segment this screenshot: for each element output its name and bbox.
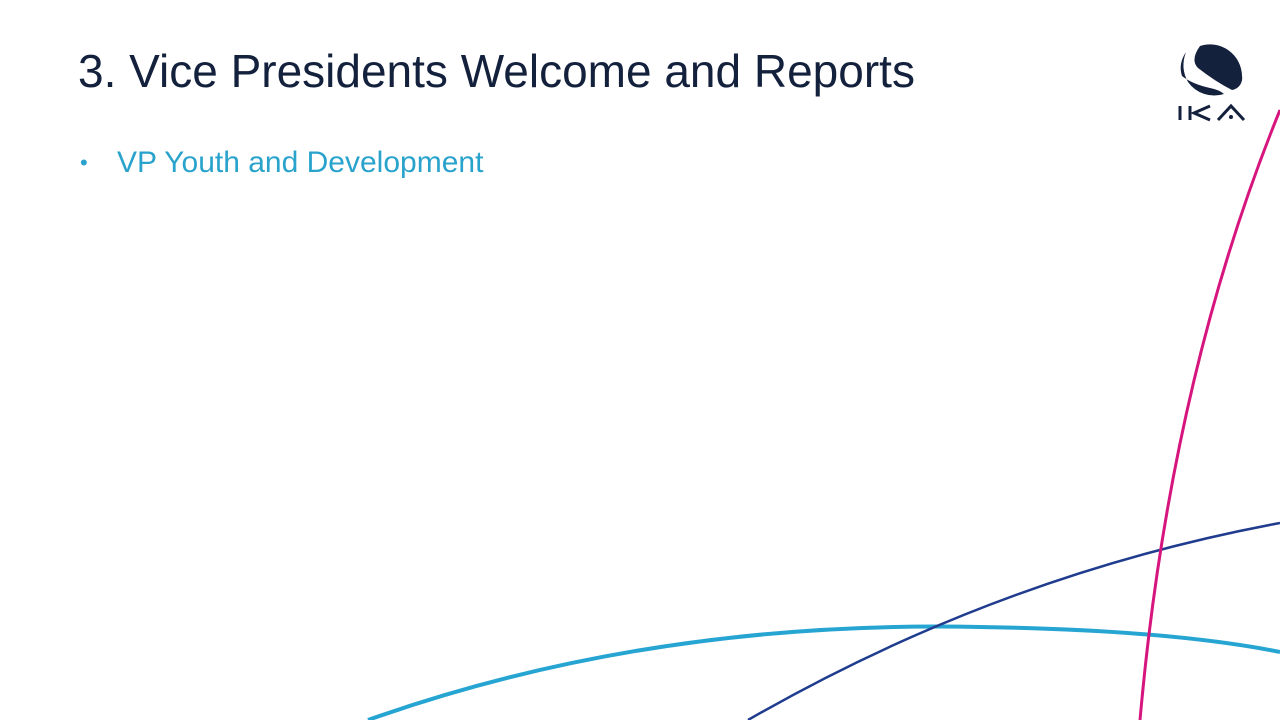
navy-curve [747, 521, 1280, 720]
bullet-text: VP Youth and Development [117, 146, 484, 179]
bullet-list: • VP Youth and Development [80, 146, 483, 180]
bullet-icon: • [80, 150, 88, 175]
pink-curve [1138, 109, 1280, 720]
slide-title: 3. Vice Presidents Welcome and Reports [78, 45, 915, 97]
cyan-curve [367, 624, 1280, 720]
bullet-item: • VP Youth and Development [80, 146, 483, 180]
ika-logo-icon [1178, 44, 1246, 122]
